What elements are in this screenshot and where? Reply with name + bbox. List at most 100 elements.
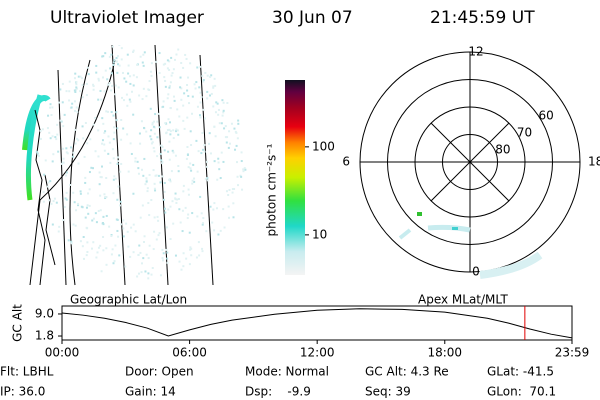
map-pixel <box>199 65 202 68</box>
map-pixel <box>81 96 84 99</box>
map-pixel <box>99 194 102 197</box>
status-field: Flt: LBHL <box>0 365 54 379</box>
map-pixel <box>153 187 156 190</box>
mlt-label: 0 <box>472 265 480 279</box>
map-pixel <box>163 190 166 193</box>
map-pixel <box>186 89 189 92</box>
map-pixel <box>97 98 100 101</box>
map-pixel <box>148 173 151 176</box>
map-pixel <box>73 77 76 80</box>
map-pixel <box>172 151 175 154</box>
map-pixel <box>117 55 120 58</box>
map-pixel <box>116 229 119 232</box>
map-pixel <box>195 139 198 142</box>
map-pixel <box>220 122 223 125</box>
map-pixel <box>46 127 49 130</box>
map-pixel <box>152 125 155 128</box>
map-pixel <box>162 63 165 66</box>
map-pixel <box>163 76 166 79</box>
map-pixel <box>113 126 116 129</box>
colorbar-tick-label: 100 <box>312 139 335 153</box>
map-pixel <box>170 74 173 77</box>
map-pixel <box>206 176 209 179</box>
map-pixel <box>100 98 103 101</box>
map-pixel <box>172 68 175 71</box>
map-pixel <box>196 215 199 218</box>
map-pixel <box>94 117 97 120</box>
map-pixel <box>112 157 115 160</box>
map-pixel <box>235 161 238 164</box>
map-pixel <box>215 101 218 104</box>
map-pixel <box>237 184 240 187</box>
map-pixel <box>190 169 193 172</box>
map-pixel <box>140 168 143 171</box>
map-pixel <box>83 155 86 158</box>
map-pixel <box>90 247 93 250</box>
map-pixel <box>198 86 201 89</box>
map-pixel <box>75 86 78 89</box>
map-pixel <box>222 208 225 211</box>
map-pixel <box>115 111 118 114</box>
map-pixel <box>152 169 155 172</box>
map-pixel <box>100 270 103 273</box>
map-pixel <box>68 80 71 83</box>
x-tick-label: 06:00 <box>172 346 207 360</box>
map-pixel <box>191 182 194 185</box>
map-pixel <box>174 192 177 195</box>
map-pixel <box>85 206 88 209</box>
map-pixel <box>136 63 139 66</box>
map-pixel <box>112 63 115 66</box>
map-pixel <box>113 260 116 263</box>
map-pixel <box>167 118 170 121</box>
map-pixel <box>200 152 203 155</box>
map-pixel <box>98 171 101 174</box>
map-pixel <box>132 223 135 226</box>
map-pixel <box>107 152 110 155</box>
map-pixel <box>150 273 153 276</box>
map-pixel <box>167 93 170 96</box>
map-pixel <box>231 191 234 194</box>
map-pixel <box>235 144 238 147</box>
map-pixel <box>236 175 239 178</box>
map-pixel <box>101 222 104 225</box>
map-pixel <box>98 183 101 186</box>
x-tick-label: 18:00 <box>427 346 462 360</box>
map-pixel <box>65 198 68 201</box>
ring-label: 60 <box>538 108 553 122</box>
status-field: Seq: 39 <box>365 385 411 399</box>
map-pixel <box>155 174 158 177</box>
map-pixel <box>114 244 117 247</box>
map-pixel <box>230 122 233 125</box>
map-pixel <box>103 90 106 93</box>
map-pixel <box>144 270 147 273</box>
map-pixel <box>167 150 170 153</box>
map-pixel <box>132 113 135 116</box>
map-pixel <box>36 152 39 155</box>
map-pixel <box>75 83 78 86</box>
map-pixel <box>226 136 229 139</box>
map-pixel <box>168 84 171 87</box>
map-pixel <box>132 192 135 195</box>
map-pixel <box>143 240 146 243</box>
map-pixel <box>159 152 162 155</box>
map-pixel <box>106 78 109 81</box>
map-pixel <box>122 227 125 230</box>
map-pixel <box>79 90 82 93</box>
map-pixel <box>64 174 67 177</box>
map-pixel <box>82 257 85 260</box>
map-pixel <box>126 104 129 107</box>
map-pixel <box>217 233 220 236</box>
map-pixel <box>84 176 87 179</box>
map-pixel <box>138 132 141 135</box>
map-pixel <box>217 108 220 111</box>
map-pixel <box>182 104 185 107</box>
map-pixel <box>58 101 61 104</box>
map-pixel <box>209 75 212 78</box>
map-pixel <box>117 185 120 188</box>
map-lines <box>29 45 214 286</box>
map-pixel <box>120 223 123 226</box>
status-field: Door: Open <box>125 365 194 379</box>
map-pixel <box>204 178 207 181</box>
map-pixel <box>227 205 230 208</box>
map-pixel <box>49 180 52 183</box>
